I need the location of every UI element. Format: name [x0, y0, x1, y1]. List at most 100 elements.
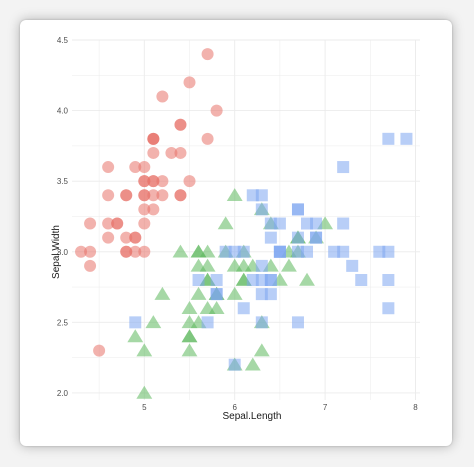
data-point-circle — [138, 175, 151, 188]
y-axis-title: Sepal.Width — [51, 225, 62, 279]
data-point-triangle — [281, 258, 297, 272]
data-point-triangle — [181, 315, 198, 329]
y-tick-label: 4.0 — [57, 107, 69, 116]
data-point-triangle — [172, 244, 189, 258]
data-point-square — [291, 316, 304, 329]
data-point-circle — [210, 104, 223, 117]
data-point-square — [237, 302, 250, 315]
grid-lines — [72, 39, 420, 400]
data-point-circle — [129, 231, 142, 244]
y-tick-label: 2.0 — [57, 389, 69, 398]
data-points — [75, 48, 413, 399]
data-point-circle — [102, 217, 115, 230]
data-point-triangle — [217, 216, 234, 230]
data-point-circle — [156, 189, 169, 202]
data-point-circle — [111, 217, 124, 230]
data-point-square — [273, 217, 286, 230]
data-point-square — [255, 189, 268, 202]
data-point-circle — [120, 189, 133, 202]
data-point-square — [246, 274, 259, 286]
scatter-plot: 5 6 7 8 2.0 2.5 3.0 3.5 4.0 4.5 Sepal.Length Sepa… — [51, 36, 420, 422]
data-point-triangle — [226, 188, 243, 202]
data-point-triangle — [253, 343, 270, 357]
data-point-square — [328, 245, 341, 258]
x-tick-label: 5 — [142, 403, 147, 412]
data-point-square — [310, 231, 323, 244]
data-point-triangle — [199, 258, 216, 272]
data-point-triangle — [154, 286, 171, 300]
data-point-square — [264, 274, 277, 286]
data-point-triangle — [181, 329, 198, 343]
x-tick-label: 6 — [232, 403, 237, 412]
data-point-square — [273, 245, 286, 258]
data-point-circle — [174, 118, 187, 131]
data-point-square — [246, 189, 259, 202]
data-point-square — [355, 274, 368, 286]
data-point-circle — [102, 161, 115, 174]
data-point-circle — [156, 175, 169, 188]
data-point-triangle — [226, 286, 243, 300]
data-point-triangle — [226, 258, 243, 272]
data-point-square — [264, 288, 277, 301]
data-point-circle — [138, 203, 151, 216]
data-point-square — [255, 203, 268, 216]
data-point-circle — [84, 259, 97, 272]
data-point-circle — [165, 146, 178, 159]
x-axis-title: Sepal.Length — [223, 411, 282, 422]
data-point-square — [373, 245, 386, 258]
data-point-square — [228, 245, 241, 258]
data-point-circle — [201, 132, 214, 145]
data-point-square — [301, 245, 314, 258]
x-tick-label: 8 — [413, 403, 418, 412]
data-point-square — [255, 274, 268, 286]
data-point-square — [237, 245, 250, 258]
data-point-square — [255, 316, 268, 329]
x-tick-label: 7 — [323, 403, 328, 412]
data-point-square — [337, 245, 350, 258]
data-point-square — [291, 231, 304, 244]
data-point-circle — [84, 217, 97, 230]
data-point-circle — [183, 175, 196, 188]
y-tick-label: 2.5 — [57, 318, 69, 327]
data-point-triangle — [190, 286, 207, 300]
data-point-square — [129, 316, 142, 329]
data-point-square — [382, 132, 395, 145]
data-point-circle — [147, 203, 160, 216]
data-point-square — [255, 259, 268, 272]
data-point-circle — [138, 217, 151, 230]
data-point-square — [382, 274, 395, 286]
data-point-circle — [147, 146, 160, 159]
y-tick-label: 4.5 — [57, 36, 69, 45]
data-point-circle — [84, 245, 97, 258]
chart-card: 5 6 7 8 2.0 2.5 3.0 3.5 4.0 4.5 Sepal.Length Sepa… — [20, 20, 452, 446]
data-point-circle — [102, 231, 115, 244]
data-point-circle — [75, 245, 88, 258]
data-point-circle — [201, 48, 214, 61]
data-point-circle — [174, 189, 187, 202]
data-point-circle — [147, 175, 160, 188]
data-point-square — [301, 217, 314, 230]
data-point-square — [337, 217, 350, 230]
data-point-triangle — [145, 315, 162, 329]
y-tick-label: 3.0 — [57, 248, 69, 257]
data-point-circle — [183, 76, 196, 89]
data-point-square — [291, 203, 304, 216]
y-tick-label: 3.5 — [57, 177, 69, 186]
data-point-square — [192, 274, 205, 286]
data-point-triangle — [181, 301, 198, 314]
data-point-triangle — [127, 329, 144, 343]
data-point-square — [255, 288, 268, 301]
data-point-square — [400, 132, 413, 145]
data-point-square — [228, 358, 241, 371]
data-point-circle — [138, 161, 151, 174]
data-point-triangle — [181, 343, 198, 357]
data-point-circle — [156, 90, 169, 103]
data-point-square — [264, 231, 277, 244]
data-point-square — [346, 259, 359, 272]
data-point-square — [201, 316, 214, 329]
data-point-circle — [120, 245, 133, 258]
data-point-circle — [129, 161, 142, 174]
data-point-square — [210, 274, 223, 286]
data-point-square — [264, 217, 277, 230]
data-point-circle — [138, 245, 151, 258]
